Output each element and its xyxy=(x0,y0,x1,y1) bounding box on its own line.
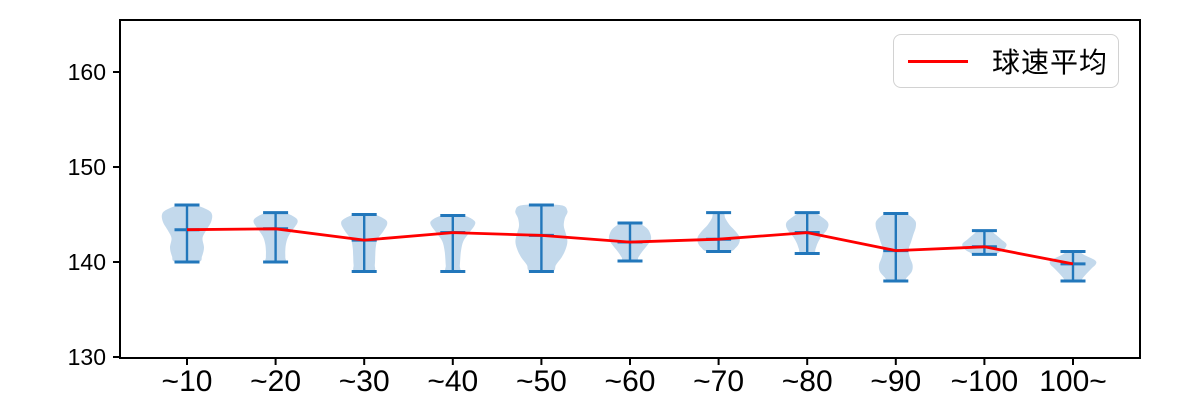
x-tick-label-100~: 100~ xyxy=(1039,365,1107,398)
legend: 球速平均 xyxy=(893,34,1119,88)
mean-speed-line xyxy=(186,227,1074,266)
y-tick-label-140: 140 xyxy=(68,249,106,275)
x-tick-label-~70: ~70 xyxy=(693,365,744,398)
legend-label: 球速平均 xyxy=(992,47,1109,78)
x-tick-label-~80: ~80 xyxy=(782,365,833,398)
legend-line-sample xyxy=(908,59,968,63)
y-tick-label-160: 160 xyxy=(68,59,106,85)
x-tick-label-~20: ~20 xyxy=(250,365,301,398)
x-tick-label-~30: ~30 xyxy=(339,365,390,398)
y-tick-label-130: 130 xyxy=(68,344,106,370)
axes-frame xyxy=(119,19,1141,359)
x-tick-label-~100: ~100 xyxy=(951,365,1019,398)
x-tick-label-~10: ~10 xyxy=(162,365,213,398)
x-tick-label-~60: ~60 xyxy=(605,365,656,398)
y-tick-label-150: 150 xyxy=(68,154,106,180)
x-tick-label-~50: ~50 xyxy=(516,365,567,398)
x-tick-label-~40: ~40 xyxy=(427,365,478,398)
x-tick-label-~90: ~90 xyxy=(870,365,921,398)
